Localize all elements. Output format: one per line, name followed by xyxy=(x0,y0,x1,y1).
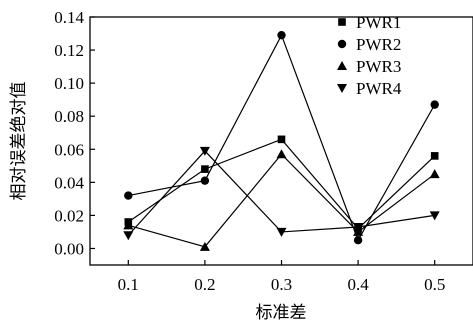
y-tick-label: 0.10 xyxy=(54,74,84,93)
y-tick-label: 0.02 xyxy=(54,206,84,225)
series-line-pwr4 xyxy=(127,150,435,236)
y-tick-label: 0.12 xyxy=(54,41,84,60)
data-point-pwr3 xyxy=(276,149,287,159)
x-tick-label: 0.1 xyxy=(118,275,139,294)
legend-marker-pwr1 xyxy=(338,18,346,26)
y-tick-label: 0.06 xyxy=(54,140,84,159)
data-point-pwr4 xyxy=(276,227,287,237)
x-tick-label: 0.4 xyxy=(347,275,369,294)
legend-marker-pwr3 xyxy=(337,61,347,70)
series-pwr2 xyxy=(124,30,439,245)
y-tick-label: 0.00 xyxy=(54,239,84,258)
data-point-pwr1 xyxy=(277,135,286,144)
legend-label-pwr4: PWR4 xyxy=(356,79,402,98)
x-tick-label: 0.3 xyxy=(271,275,292,294)
series-pwr3 xyxy=(123,149,440,251)
data-point-pwr2 xyxy=(124,191,133,200)
data-point-pwr1 xyxy=(430,152,439,160)
data-point-pwr2 xyxy=(200,176,210,185)
x-axis-ticks: 0.1 0.2 0.3 0.4 0.5 xyxy=(118,260,445,294)
data-point-pwr4 xyxy=(429,211,440,221)
legend-label-pwr3: PWR3 xyxy=(356,57,401,76)
y-axis-ticks: 0.00 0.02 0.04 0.06 0.08 0.10 0.12 0.14 xyxy=(54,8,95,258)
x-axis-title: 标准差 xyxy=(256,303,307,323)
legend-marker-pwr2 xyxy=(337,39,347,49)
data-point-pwr2 xyxy=(430,100,439,109)
data-point-pwr3 xyxy=(429,169,440,179)
legend: PWR1 PWR2 PWR3 PWR4 xyxy=(337,13,402,98)
data-point-pwr4 xyxy=(199,146,210,156)
legend-label-pwr2: PWR2 xyxy=(356,35,401,54)
y-tick-label: 0.14 xyxy=(54,8,84,27)
data-point-pwr2 xyxy=(353,236,363,245)
y-axis-title: 相对误差绝对值 xyxy=(9,82,29,201)
data-point-pwr3 xyxy=(199,241,210,251)
series-pwr4 xyxy=(123,146,440,241)
y-tick-label: 0.08 xyxy=(54,107,84,126)
data-point-pwr2 xyxy=(277,30,286,40)
data-point-pwr4 xyxy=(353,222,364,232)
legend-marker-pwr4 xyxy=(337,84,347,93)
legend-label-pwr1: PWR1 xyxy=(356,13,401,32)
series-group xyxy=(123,30,440,251)
x-tick-label: 0.2 xyxy=(194,275,215,294)
data-point-pwr3 xyxy=(123,220,134,230)
x-tick-label: 0.5 xyxy=(424,275,445,294)
data-point-pwr1 xyxy=(201,165,209,173)
y-tick-label: 0.04 xyxy=(54,173,84,192)
data-point-pwr4 xyxy=(123,231,134,241)
